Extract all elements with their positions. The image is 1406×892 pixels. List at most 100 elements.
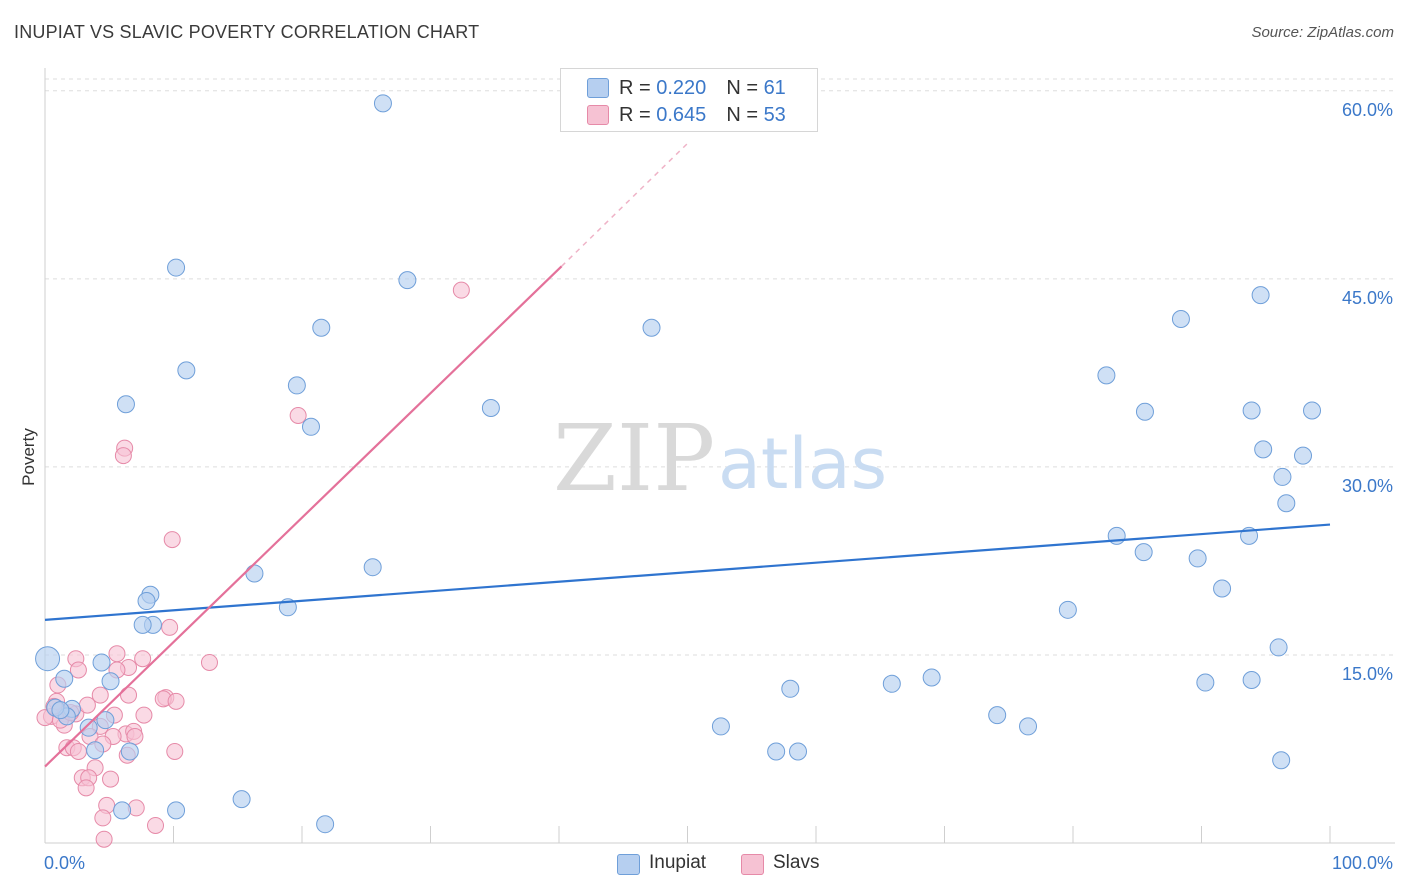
slavs-point-36 [69,742,87,760]
inupiat-point-30 [1188,549,1207,568]
bottom-legend-label-inupiat: Inupiat [649,852,707,873]
inupiat-point-33 [1269,638,1288,657]
bottom-legend-swatch-slavs [741,854,764,875]
chart-title: INUPIAT VS SLAVIC POVERTY CORRELATION CH… [14,22,480,42]
slavs-trend-extension [561,142,689,267]
inupiat-point-27 [1058,600,1077,619]
inupiat-point-37 [101,672,120,691]
inupiat-point-4 [642,318,661,337]
inupiat-point-49 [882,674,901,693]
bottom-legend-label-slavs: Slavs [773,852,820,873]
inupiat-point-17 [1294,446,1313,465]
inupiat-point-42 [79,718,98,737]
slavs-point-4 [163,531,181,549]
inupiat-trend-line [44,523,1331,621]
inupiat-point-16 [1254,440,1273,459]
inupiat-point-24 [137,592,156,611]
slavs-point-24 [135,706,153,724]
slavs-point-1 [289,407,307,425]
legend-r-value-inupiat: 0.220 [656,77,707,99]
legend-text-inupiat: R = 0.220 N = 61 [619,77,786,100]
axes [44,68,1395,844]
x-tick-label-max: 100.0% [1332,853,1393,873]
slavs-point-7 [134,650,152,668]
legend-n-label: N = [726,104,764,126]
y-tick-label-2: 45.0% [1342,288,1393,308]
inupiat-point-54 [711,717,730,736]
inupiat-point-51 [781,679,800,698]
inupiat-point-0 [373,94,392,113]
slavs-point-48 [95,830,113,848]
inupiat-point-36 [55,669,74,688]
slavs-point-5 [161,618,179,636]
inupiat-point-57 [1196,673,1215,692]
inupiat-point-59 [1272,751,1291,770]
tick-labels: 15.0% 30.0% 45.0% 60.0% 0.0% 100.0% [44,100,1393,873]
inupiat-point-31 [1213,579,1232,598]
legend-r-value-slavs: 0.645 [656,104,707,126]
y-tick-label-0: 15.0% [1342,664,1393,684]
slavs-point-8 [108,645,126,663]
inupiat-point-53 [1019,717,1038,736]
inupiat-point-13 [1135,402,1154,421]
slavs-point-20 [91,686,109,704]
inupiat-point-5 [177,361,196,380]
y-axis-label: Poverty [19,428,38,486]
inupiat-point-35 [92,653,111,672]
inupiat-point-29 [1134,543,1153,562]
inupiat-point-48 [316,815,335,834]
inupiat-point-14 [1242,401,1261,420]
inupiat-point-6 [287,376,306,395]
inupiat-point-8 [301,417,320,436]
inupiat-point-21 [363,558,382,577]
inupiat-point-11 [1171,309,1190,328]
slavs-point-0 [452,281,470,299]
slavs-point-19 [120,686,138,704]
y-tick-label-1: 30.0% [1342,476,1393,496]
inupiat-point-52 [988,706,1007,725]
inupiat-point-56 [789,742,808,761]
inupiat-point-20 [245,564,264,583]
inupiat-point-12 [1251,286,1270,305]
legend-text-slavs: R = 0.645 N = 53 [619,104,786,127]
legend-n-value-inupiat: 61 [763,77,786,99]
inupiat-point-9 [481,398,500,417]
slavs-point-12 [69,661,87,679]
watermark: ZIP atlas [553,405,887,512]
inupiat-point-50 [922,668,941,687]
slavs-point-3 [114,447,132,465]
inupiat-point-34 [35,646,61,672]
inupiat-point-10 [1097,366,1116,385]
slavs-point-46 [94,809,112,827]
legend-r-label: R = [619,77,657,99]
slavs-point-23 [167,692,185,710]
inupiat-point-2 [398,271,417,290]
slavs-point-31 [126,727,144,745]
inupiat-point-45 [113,801,132,820]
bottom-legend-swatch-inupiat [617,854,640,875]
inupiat-point-43 [86,741,105,760]
slavs-trend-line [44,265,563,768]
series-inupiat [35,94,1322,834]
x-tick-label-min: 0.0% [44,853,85,873]
watermark-zip: ZIP [553,405,715,512]
inupiat-point-60 [51,701,70,720]
slavs-point-6 [200,653,218,671]
inupiat-point-15 [1303,401,1322,420]
slavs-point-38 [166,742,184,760]
inupiat-point-55 [767,742,786,761]
inupiat-point-47 [232,790,251,809]
legend-n-value-slavs: 53 [763,104,786,126]
trend-lines [44,142,1331,768]
legend-r-label: R = [619,104,657,126]
slavs-point-47 [147,816,165,834]
stats-legend: R = 0.220 N = 61 R = 0.645 N = 53 [560,68,818,132]
inupiat-point-41 [96,711,115,730]
inupiat-point-44 [120,742,139,761]
legend-swatch-slavs [587,105,609,125]
legend-n-label: N = [726,77,764,99]
watermark-atlas: atlas [718,423,887,505]
inupiat-point-1 [167,258,186,277]
legend-swatch-inupiat [587,78,609,98]
